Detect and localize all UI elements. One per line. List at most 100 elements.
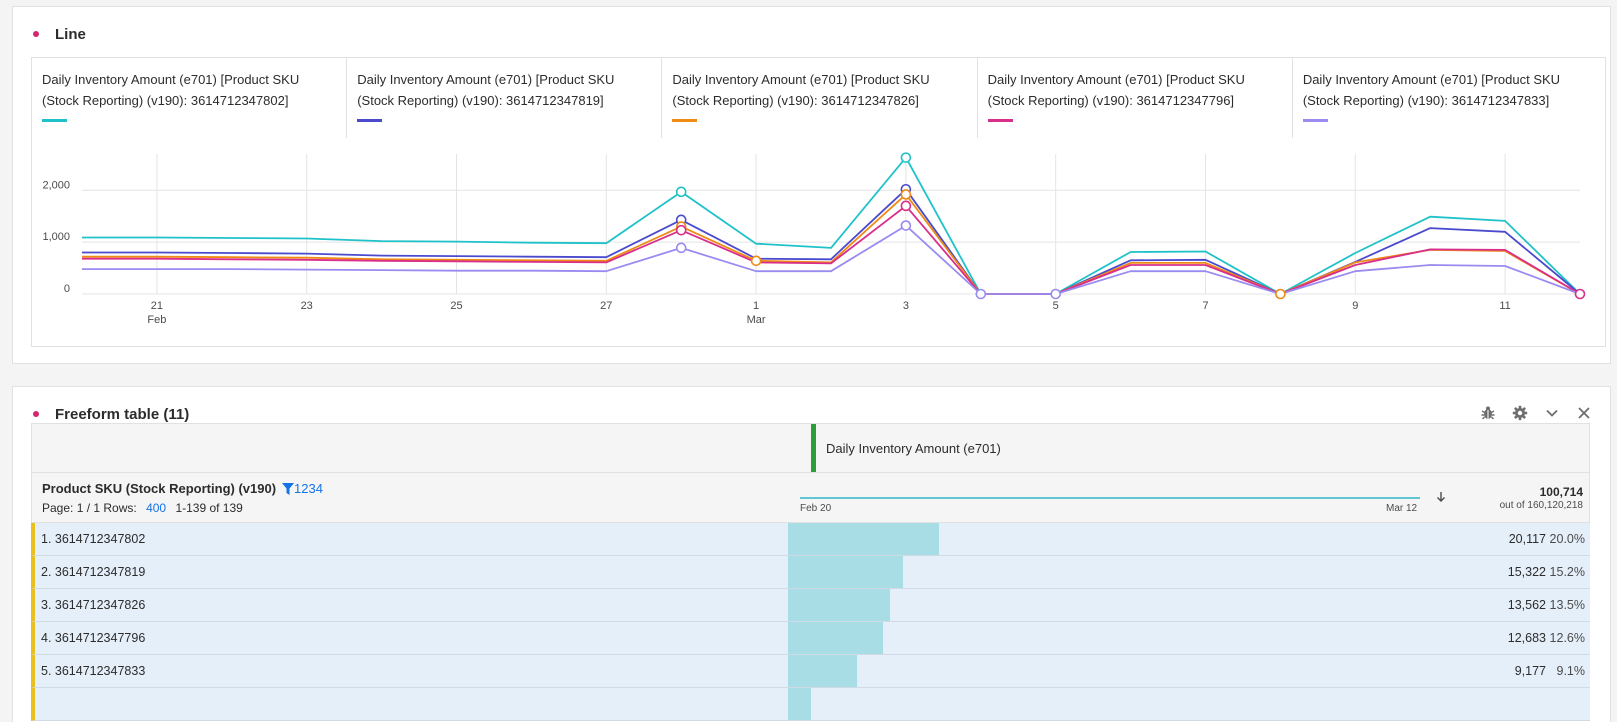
rows-per-page-select[interactable]: 400 [146, 501, 167, 515]
sparkline [800, 497, 1420, 499]
panel-status-dot [33, 411, 39, 417]
line-chart: Daily Inventory Amount (e701) [Product S… [31, 57, 1606, 347]
table-panel-header: Freeform table (11) [33, 403, 189, 425]
filter-count: 1234 [294, 481, 323, 496]
data-point-marker[interactable] [900, 200, 912, 212]
legend-label: Daily Inventory Amount (e701) [Product S… [987, 72, 1245, 108]
row-percent: 13.5% [1549, 598, 1585, 612]
legend-label: Daily Inventory Amount (e701) [Product S… [672, 72, 930, 108]
x-tick-month-label: Feb [147, 314, 166, 326]
y-tick-label: 1,000 [42, 231, 70, 243]
row-label[interactable]: 1. 3614712347802 [41, 532, 146, 546]
dimension-header[interactable]: Product SKU (Stock Reporting) (v190) 123… [42, 481, 323, 496]
sparkline-start-label: Feb 20 [800, 503, 832, 514]
chevron-down-icon[interactable] [1540, 401, 1564, 425]
legend-item[interactable]: Daily Inventory Amount (e701) [Product S… [347, 58, 663, 138]
series-line-1 [82, 156, 1581, 295]
line-panel-header: Line [33, 23, 86, 45]
x-tick-label: 9 [1352, 300, 1358, 312]
freeform-table-panel: Freeform table (11) Daily Inventory Amou… [12, 386, 1611, 722]
filter-icon [282, 482, 295, 495]
row-label[interactable]: 2. 3614712347819 [41, 565, 146, 579]
legend-swatch [672, 119, 698, 122]
metric-label: Daily Inventory Amount (e701) [826, 440, 1001, 456]
data-point-marker[interactable] [750, 255, 762, 267]
row-value-bar [788, 622, 883, 654]
legend-label: Daily Inventory Amount (e701) [Product S… [1302, 72, 1561, 108]
data-point-marker[interactable] [675, 224, 687, 236]
legend-swatch [357, 119, 383, 122]
legend-item[interactable]: Daily Inventory Amount (e701) [Product S… [662, 58, 978, 138]
table-row[interactable]: 3. 3614712347826 13,562 13.5% [31, 589, 1590, 622]
panel-title: Line [55, 25, 86, 43]
dimension-label: Product SKU (Stock Reporting) (v190) [42, 481, 277, 496]
x-tick-label: 7 [1202, 300, 1208, 312]
data-point-marker[interactable] [900, 220, 912, 231]
legend-swatch [987, 119, 1013, 122]
legend-label: Daily Inventory Amount (e701) [Product S… [42, 72, 300, 108]
row-percent: 12.6% [1549, 631, 1585, 645]
range-text: 1-139 of 139 [175, 501, 243, 515]
sort-descending-icon[interactable] [1436, 491, 1446, 506]
row-value: 9,177 [1514, 664, 1546, 678]
panel-title: Freeform table (11) [55, 405, 190, 423]
data-point-marker[interactable] [975, 288, 987, 300]
table-header-row: Daily Inventory Amount (e701) [31, 423, 1590, 473]
table-row[interactable] [31, 688, 1590, 721]
legend-swatch [1302, 119, 1328, 122]
table-row[interactable]: 2. 3614712347819 15,322 15.2% [31, 556, 1590, 589]
row-percent: 9.1% [1556, 664, 1586, 678]
data-point-marker[interactable] [900, 152, 912, 163]
filter-link[interactable]: 1234 [282, 481, 323, 496]
row-label[interactable]: 4. 3614712347796 [41, 631, 146, 645]
row-value: 12,683 [1507, 631, 1546, 645]
panel-toolbar [1476, 401, 1596, 425]
series-line-5 [82, 224, 1581, 295]
data-point-marker[interactable] [675, 186, 687, 198]
x-tick-month-label: Mar [747, 314, 766, 326]
legend-item[interactable]: Daily Inventory Amount (e701) [Product S… [978, 58, 1293, 138]
legend-item[interactable]: Daily Inventory Amount (e701) [Product S… [1293, 58, 1607, 138]
row-value: 13,562 [1507, 598, 1546, 612]
panel-status-dot [33, 31, 39, 37]
row-value-bar [788, 523, 939, 555]
row-value-bar [788, 556, 903, 588]
column-total-sub: out of 160,120,218 [1499, 500, 1583, 511]
x-tick-label: 5 [1053, 300, 1059, 312]
legend-item[interactable]: Daily Inventory Amount (e701) [Product S… [32, 58, 348, 138]
x-tick-label: 1 [753, 300, 759, 312]
table-row[interactable]: 4. 3614712347796 12,683 12.6% [31, 622, 1590, 655]
chart-plot[interactable]: 0 1,000 2,000 21 Feb 23 25 27 1 Mar 3 5 7 9 11 [32, 142, 1605, 342]
legend-label: Daily Inventory Amount (e701) [Product S… [357, 72, 615, 108]
row-percent: 20.0% [1549, 532, 1585, 546]
table-row[interactable]: 5. 3614712347833 9,177 9.1% [31, 655, 1590, 688]
table-row[interactable]: 1. 3614712347802 20,117 20.0% [31, 523, 1590, 556]
x-tick-label: 3 [903, 300, 909, 312]
series-line-4 [82, 205, 1581, 295]
x-tick-label: 21 [151, 300, 163, 312]
row-value: 20,117 [1508, 532, 1546, 546]
y-tick-label: 2,000 [42, 179, 70, 191]
data-point-marker[interactable] [675, 242, 687, 254]
row-label[interactable]: 3. 3614712347826 [41, 598, 146, 612]
dimension-header-row: Product SKU (Stock Reporting) (v190) 123… [31, 473, 1590, 523]
column-total: 100,714 [1539, 485, 1583, 499]
row-label[interactable]: 5. 3614712347833 [41, 664, 146, 678]
y-tick-label: 0 [64, 283, 70, 295]
table-body: 1. 3614712347802 20,117 20.0% 2. 3614712347… [31, 523, 1590, 721]
metric-column-header[interactable]: Daily Inventory Amount (e701) [811, 424, 1001, 472]
x-tick-label: 11 [1499, 300, 1510, 312]
row-value-bar [788, 688, 811, 720]
gear-icon[interactable] [1508, 401, 1532, 425]
data-point-marker[interactable] [1574, 288, 1586, 300]
close-icon[interactable] [1572, 401, 1596, 425]
row-value: 15,322 [1507, 565, 1546, 579]
page-text: Page: 1 / 1 Rows: [42, 501, 137, 515]
chart-legend: Daily Inventory Amount (e701) [Product S… [32, 58, 1607, 138]
data-point-marker[interactable] [1050, 288, 1062, 300]
legend-swatch [42, 119, 67, 122]
data-point-marker[interactable] [900, 189, 912, 200]
bug-icon[interactable] [1476, 401, 1500, 425]
data-point-marker[interactable] [1275, 288, 1286, 300]
x-tick-label: 27 [600, 300, 612, 312]
